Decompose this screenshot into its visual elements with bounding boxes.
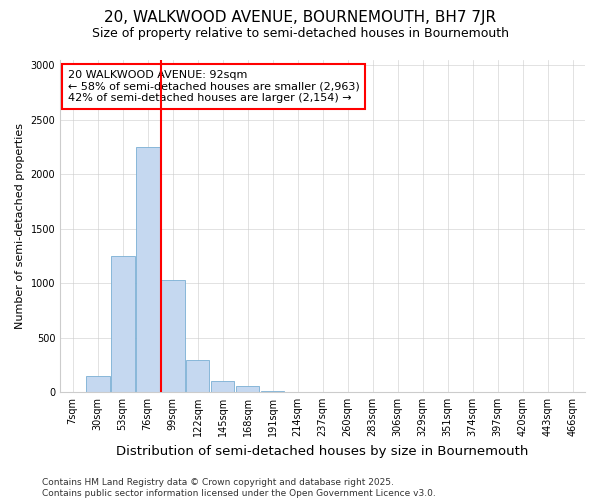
Bar bbox=[261, 391, 284, 392]
Text: Size of property relative to semi-detached houses in Bournemouth: Size of property relative to semi-detach… bbox=[91, 28, 509, 40]
Bar bbox=[136, 147, 160, 392]
Text: Contains HM Land Registry data © Crown copyright and database right 2025.
Contai: Contains HM Land Registry data © Crown c… bbox=[42, 478, 436, 498]
Text: 20 WALKWOOD AVENUE: 92sqm
← 58% of semi-detached houses are smaller (2,963)
42% : 20 WALKWOOD AVENUE: 92sqm ← 58% of semi-… bbox=[68, 70, 360, 103]
Bar bbox=[111, 256, 134, 392]
Bar bbox=[236, 386, 259, 392]
X-axis label: Distribution of semi-detached houses by size in Bournemouth: Distribution of semi-detached houses by … bbox=[116, 444, 529, 458]
Bar bbox=[186, 360, 209, 392]
Y-axis label: Number of semi-detached properties: Number of semi-detached properties bbox=[15, 123, 25, 329]
Text: 20, WALKWOOD AVENUE, BOURNEMOUTH, BH7 7JR: 20, WALKWOOD AVENUE, BOURNEMOUTH, BH7 7J… bbox=[104, 10, 496, 25]
Bar bbox=[161, 280, 185, 392]
Bar bbox=[86, 376, 110, 392]
Bar bbox=[211, 381, 235, 392]
